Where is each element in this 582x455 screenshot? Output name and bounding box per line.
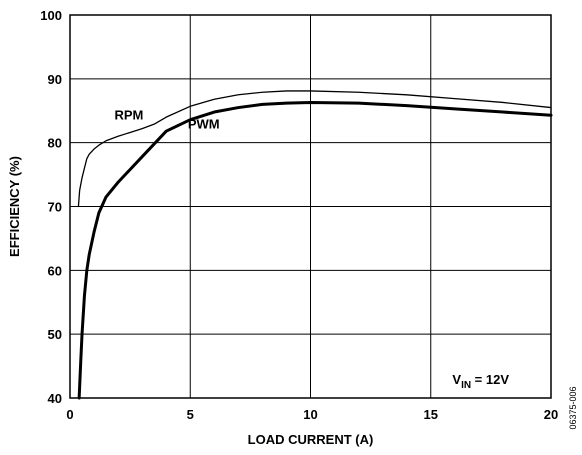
y-tick-label-100: 100 <box>40 8 62 23</box>
x-tick-label-5: 5 <box>187 407 194 422</box>
plot-frame <box>69 14 552 399</box>
y-tick-label-70: 70 <box>48 200 62 215</box>
series-label-pwm: PWM <box>188 117 220 132</box>
x-axis-title: LOAD CURRENT (A) <box>248 432 374 447</box>
series-line-rpm <box>77 90 552 208</box>
x-tick-label-15: 15 <box>424 407 438 422</box>
y-tick-label-50: 50 <box>48 327 62 342</box>
x-tick-label-10: 10 <box>303 407 317 422</box>
x-tick-label-20: 20 <box>544 407 558 422</box>
frame-layer <box>69 14 552 399</box>
series-label-rpm: RPM <box>114 108 143 123</box>
y-tick-label-60: 60 <box>48 263 62 278</box>
figure-id: 06375-006 <box>568 386 578 429</box>
y-axis-title: EFFICIENCY (%) <box>7 156 22 257</box>
vin-annotation-subscript: IN <box>461 380 471 391</box>
tick-layer: 0 5 10 15 20 40 50 60 70 80 90 100 <box>40 8 558 422</box>
y-tick-label-90: 90 <box>48 72 62 87</box>
vin-annotation-suffix: = 12V <box>471 372 509 387</box>
x-tick-label-0: 0 <box>66 407 73 422</box>
vin-annotation: VIN = 12V <box>452 372 509 391</box>
y-tick-label-80: 80 <box>48 136 62 151</box>
vin-annotation-prefix: V <box>452 372 461 387</box>
series-layer <box>77 90 553 400</box>
y-tick-label-40: 40 <box>48 391 62 406</box>
grid-layer <box>70 15 551 398</box>
series-line-pwm <box>77 100 553 400</box>
